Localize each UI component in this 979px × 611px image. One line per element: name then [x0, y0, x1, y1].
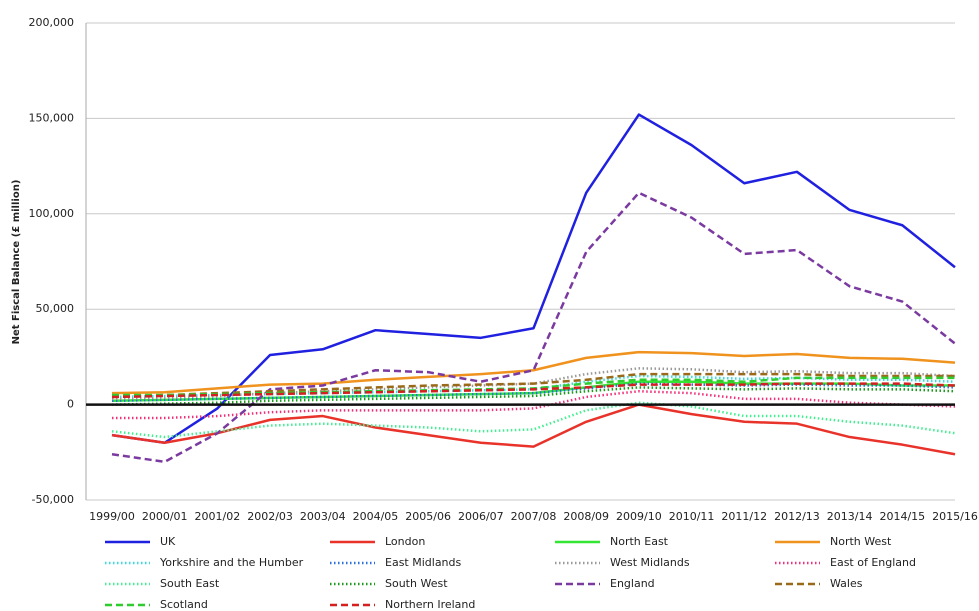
x-tick-label: 1999/00	[89, 510, 135, 523]
legend-label: Yorkshire and the Humber	[159, 556, 304, 569]
x-tick-label: 2003/04	[300, 510, 346, 523]
series-line	[111, 382, 956, 399]
legend-label: West Midlands	[610, 556, 690, 569]
series-line	[111, 403, 956, 456]
legend-label: England	[610, 577, 655, 590]
legend-label: Northern Ireland	[385, 598, 475, 611]
legend-label: East of England	[830, 556, 916, 569]
x-tick-label: 2009/10	[616, 510, 662, 523]
series-line	[111, 386, 956, 406]
x-tick-label: 2010/11	[669, 510, 715, 523]
legend-label: Wales	[830, 577, 863, 590]
series-line	[111, 113, 956, 445]
legend-label: East Midlands	[385, 556, 462, 569]
legend-label: South East	[160, 577, 220, 590]
y-tick-label: 50,000	[36, 302, 75, 315]
x-tick-label: 2015/16	[932, 510, 978, 523]
legend-label: South West	[385, 577, 448, 590]
x-tick-label: 2007/08	[511, 510, 557, 523]
y-tick-label: 0	[67, 398, 74, 411]
series-line	[111, 382, 956, 403]
x-tick-label: 2005/06	[405, 510, 451, 523]
x-tick-label: 2014/15	[879, 510, 925, 523]
x-tick-label: 2011/12	[721, 510, 767, 523]
series-line	[111, 350, 956, 395]
x-tick-label: 2001/02	[195, 510, 241, 523]
series-line	[111, 367, 956, 401]
x-tick-label: 2013/14	[827, 510, 873, 523]
x-tick-label: 2000/01	[142, 510, 188, 523]
legend-label: Scotland	[160, 598, 208, 611]
legend-label: UK	[160, 535, 176, 548]
y-tick-label: 150,000	[29, 111, 75, 124]
y-axis-label: Net Fiscal Balance (£ million)	[11, 180, 22, 345]
x-tick-label: 2004/05	[353, 510, 399, 523]
y-tick-label: 100,000	[29, 207, 75, 220]
x-tick-label: 2012/13	[774, 510, 820, 523]
y-tick-label: 200,000	[29, 16, 75, 29]
legend-label: London	[385, 535, 425, 548]
x-tick-label: 2006/07	[458, 510, 504, 523]
series-line	[112, 389, 956, 420]
legend-label: North West	[830, 535, 892, 548]
x-tick-label: 2008/09	[563, 510, 609, 523]
x-tick-label: 2002/03	[247, 510, 293, 523]
legend-label: North East	[610, 535, 669, 548]
y-tick-label: -50,000	[32, 493, 74, 506]
series-line	[111, 401, 956, 439]
series-line	[111, 372, 955, 399]
